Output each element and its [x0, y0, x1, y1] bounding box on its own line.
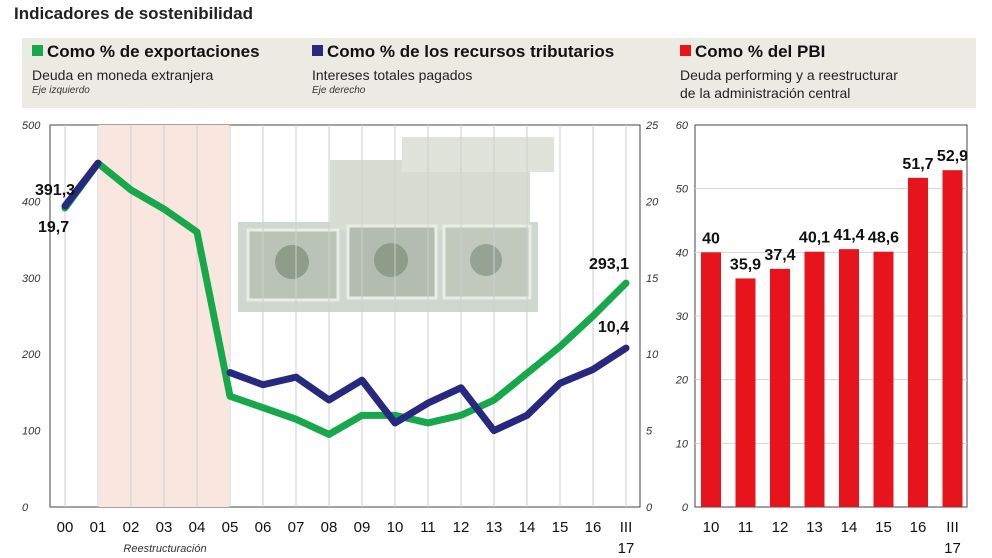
left-tick-label: 500	[22, 120, 41, 132]
bar	[839, 249, 859, 507]
bar	[770, 268, 790, 507]
bar	[908, 177, 928, 508]
left-tick-label: 200	[21, 349, 41, 361]
bar-y-tick-label: 50	[676, 184, 689, 196]
legend-gdp-desc: Deuda performing y a reestructurar	[680, 67, 898, 83]
left-tick-label: 300	[22, 273, 41, 285]
right-tick-label: 20	[645, 196, 659, 208]
right-tick-label: 15	[646, 273, 659, 285]
x-tick-label: III	[620, 519, 633, 536]
bar	[873, 251, 894, 507]
bar-x-label: 12	[772, 519, 789, 536]
line-chart-frame	[49, 124, 641, 508]
bar-x-label: 13	[806, 519, 823, 536]
bar-x-label: 11	[738, 519, 754, 536]
legend-exports-desc: Deuda en moneda extranjera	[32, 67, 214, 83]
money-illustration	[238, 137, 554, 312]
legend-gdp-desc2: de la administración central	[680, 85, 851, 101]
bar-y-tick-label: 20	[675, 375, 689, 387]
x-tick-label: 06	[255, 519, 272, 536]
bar-x-label: 16	[910, 519, 927, 536]
bar	[942, 170, 963, 507]
left-tick-label: 400	[22, 196, 41, 208]
bar	[735, 278, 756, 507]
x-tick-label: 03	[156, 519, 173, 536]
legend-bar: Como % de exportaciones Deuda en moneda …	[22, 38, 976, 108]
subtitle: Indicadores de sostenibilidad	[14, 4, 253, 23]
x-tick-label: 05	[222, 519, 239, 536]
x-tick-label: 01	[90, 519, 107, 536]
line-data-label: 10,4	[598, 319, 629, 336]
bar-value-label: 41,4	[833, 227, 864, 244]
x-tick-label: 12	[453, 519, 470, 536]
bar-value-label: 40,1	[799, 230, 830, 247]
legend-taxes-swatch	[312, 45, 323, 56]
bar-value-label: 51,7	[902, 156, 933, 173]
bar-value-label: 40	[702, 230, 720, 247]
x-tick-label: 14	[519, 519, 536, 536]
right-tick-label: 5	[646, 426, 653, 438]
left-tick-label: 100	[22, 426, 41, 438]
x-tick-label: 00	[57, 519, 74, 536]
bar-x-label: 15	[875, 519, 892, 536]
right-tick-label: 0	[646, 502, 653, 514]
bar-value-label: 48,6	[868, 230, 899, 247]
x-tick-label: 09	[354, 519, 371, 536]
bar-x-label: 17	[944, 540, 961, 557]
bar-x-label: 14	[841, 519, 858, 536]
legend-taxes: Como % de los recursos tributarios Inter…	[312, 42, 614, 96]
x-tick-label: 17	[618, 540, 635, 557]
x-tick-label: 16	[585, 519, 602, 536]
x-tick-label: 13	[486, 519, 503, 536]
x-tick-label: 08	[321, 519, 338, 536]
legend-exports-swatch	[32, 45, 43, 56]
legend-gdp-swatch	[680, 45, 691, 56]
legend-exports-title: Como % de exportaciones	[47, 42, 260, 61]
legend-taxes-note: Eje derecho	[312, 85, 366, 96]
bar	[804, 251, 825, 507]
bar-y-tick-label: 0	[682, 502, 689, 514]
taxes-line	[226, 344, 630, 435]
bar-x-label: 10	[703, 519, 720, 536]
taxes-line	[61, 159, 102, 210]
bar-x-label: III	[946, 519, 959, 536]
bar-value-label: 37,4	[764, 247, 795, 264]
line-data-label: 391,3	[35, 182, 75, 199]
x-tick-label: 04	[189, 519, 206, 536]
line-data-label: 19,7	[38, 219, 69, 236]
left-tick-label: 0	[22, 502, 29, 514]
bar-y-tick-label: 60	[676, 120, 689, 132]
line-data-label: 293,1	[589, 256, 629, 273]
x-tick-label: 11	[420, 519, 436, 536]
legend-taxes-desc: Intereses totales pagados	[312, 67, 473, 83]
x-tick-label: 07	[288, 519, 305, 536]
exports-line	[61, 159, 630, 438]
bar	[701, 252, 721, 507]
legend-exports: Como % de exportaciones Deuda en moneda …	[32, 42, 260, 96]
legend-gdp-title: Como % del PBI	[695, 42, 826, 61]
legend-gdp: Como % del PBI Deuda performing y a rees…	[680, 42, 898, 101]
legend-exports-note: Eje izquierdo	[32, 85, 90, 96]
bar-value-label: 35,9	[730, 256, 761, 273]
bar-value-label: 52,9	[937, 148, 968, 165]
bar-y-tick-label: 30	[676, 311, 689, 323]
legend-taxes-title: Como % de los recursos tributarios	[327, 42, 615, 61]
band-label: Reestructuración	[123, 543, 206, 555]
right-tick-label: 25	[645, 120, 659, 132]
right-tick-label: 10	[646, 349, 659, 361]
bar-y-tick-label: 40	[676, 247, 689, 259]
x-tick-label: 10	[387, 519, 404, 536]
x-tick-label: 02	[123, 519, 140, 536]
x-tick-label: 15	[552, 519, 569, 536]
bar-y-tick-label: 10	[676, 438, 689, 450]
